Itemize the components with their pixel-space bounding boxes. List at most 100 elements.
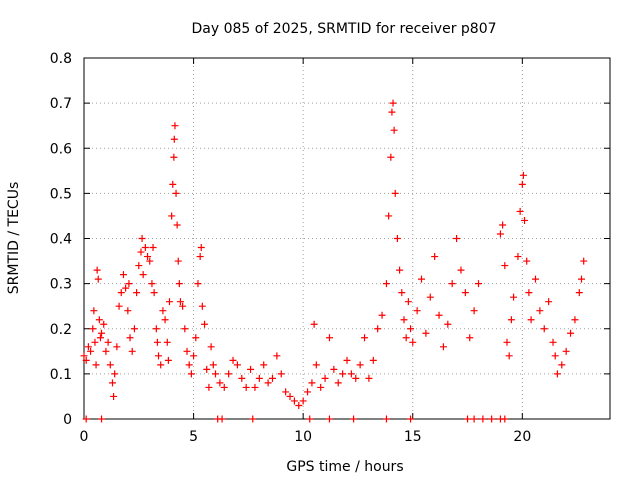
data-point [225,370,233,378]
data-point [409,338,417,346]
data-point [470,415,478,423]
data-point [523,257,531,265]
data-point [185,361,193,369]
data-point [133,289,141,297]
data-point [201,320,209,328]
data-point [187,370,195,378]
data-point [125,280,133,288]
data-point [229,356,237,364]
data-point [510,293,518,301]
data-point [153,338,161,346]
data-point [457,266,465,274]
data-point [464,415,472,423]
y-tick-label: 0 [63,412,72,428]
data-point [536,307,544,315]
y-tick-label: 0.5 [50,186,72,202]
data-point [470,307,478,315]
data-point [146,257,154,265]
data-point [130,325,138,333]
data-point [80,352,88,360]
y-tick-label: 0.8 [50,51,72,67]
data-point [150,289,158,297]
data-point [398,289,406,297]
data-point [531,275,539,283]
data-point [260,361,268,369]
data-point [567,329,575,337]
data-point [475,280,482,288]
data-point [282,388,290,396]
data-point [190,352,198,360]
data-point [141,244,149,252]
data-point [519,171,527,179]
data-point [255,374,263,382]
data-point [444,320,452,328]
data-point [192,334,200,342]
x-tick-label: 0 [80,429,89,445]
data-point [361,334,369,342]
data-point [242,383,250,391]
data-point [164,356,172,364]
data-point [198,302,206,310]
x-tick-label: 10 [294,429,312,445]
data-point [98,415,106,423]
data-point [277,370,285,378]
data-point [365,374,373,382]
data-point [304,388,312,396]
data-point [238,374,246,382]
data-point [308,379,316,387]
data-point [216,379,224,387]
data-point [110,392,118,400]
data-point [439,343,447,351]
data-point [374,325,382,333]
data-point [138,235,146,242]
data-point [194,280,202,288]
data-point [117,289,125,297]
data-point [407,415,415,423]
data-point [571,316,579,324]
data-point [122,284,130,292]
data-point [553,370,561,378]
data-point [126,334,134,342]
data-point [330,365,338,373]
chart-title: Day 085 of 2025, SRMTID for receiver p80… [191,21,496,37]
data-point [124,307,132,315]
data-point [501,415,509,423]
data-point [181,325,189,333]
y-axis-label: SRMTID / TECUs [6,182,22,295]
data-point [94,275,102,283]
data-point [369,356,377,364]
data-point [205,383,213,391]
data-point [135,262,143,270]
data-point [299,397,307,405]
data-point [562,347,570,355]
data-point [179,302,187,310]
data-point [378,311,386,319]
data-points [80,99,588,423]
data-point [268,374,276,382]
data-point [251,383,259,391]
data-point [400,316,408,324]
data-point [89,325,97,333]
data-point [286,392,294,400]
data-point [413,307,421,315]
data-point [435,311,443,319]
data-point [396,266,404,274]
data-point [115,302,123,310]
data-point [273,352,281,360]
data-point [387,153,395,161]
data-point [87,347,95,355]
data-point [104,338,112,346]
data-point [521,216,529,224]
ticks: 0 0.1 0.2 0.3 0.4 0.5 0.6 0.7 0.8 0 5 10 15 20 [50,51,610,445]
data-point [505,352,513,360]
data-point [113,343,121,351]
data-point [174,257,182,265]
data-point [161,316,169,324]
data-point [212,370,219,378]
data-point [518,180,526,188]
data-point [404,298,412,306]
data-point [82,356,90,364]
data-point [503,338,511,346]
data-point [172,189,180,197]
